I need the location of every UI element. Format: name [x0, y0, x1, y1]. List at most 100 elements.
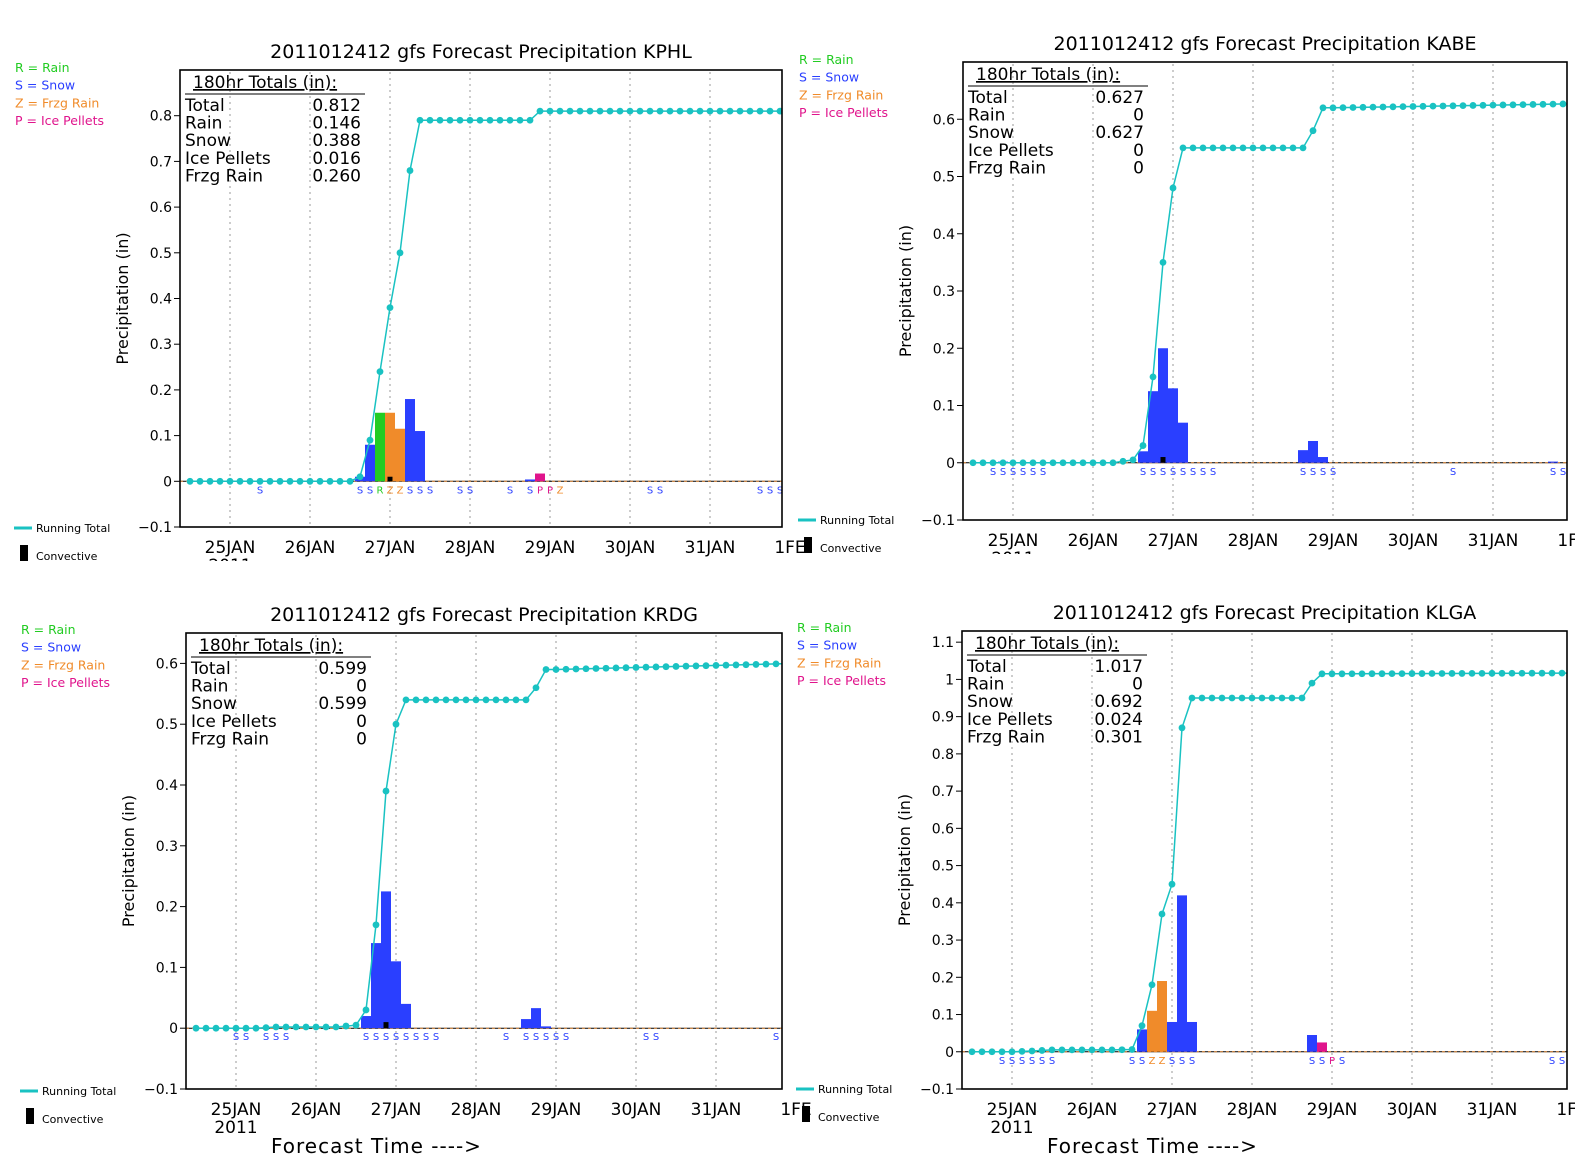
panel-2: 2011012412 gfs Forecast Precipitation KA… [798, 33, 1575, 555]
running-total-point [1219, 144, 1227, 152]
x-tick-label: 29JAN [525, 538, 576, 558]
chart-title: 2011012412 gfs Forecast Precipitation KA… [1053, 33, 1476, 55]
ptype-label: S [403, 1032, 409, 1043]
ptype-label: S [1450, 467, 1456, 478]
totals-box: 180hr Totals (in): Total 1.017 Rain 0 Snow 0.6… [966, 634, 1147, 747]
ptype-label: S [1210, 467, 1216, 478]
totals-row-value: 0.301 [1094, 727, 1143, 747]
running-total-point [446, 116, 454, 124]
ptype-legend: R = Rain S = Snow Z = Frzg Rain P = Ice Pel… [21, 622, 110, 690]
x-tick-label: 30JAN [611, 1100, 662, 1120]
totals-row-label: Rain [191, 677, 228, 697]
ptype-label: S [467, 485, 473, 496]
running-total-point [1089, 459, 1097, 467]
running-total-point [492, 696, 500, 704]
x-tick-label: 25JAN [205, 538, 256, 558]
running-total-point [1058, 1046, 1066, 1054]
x-tick-label: 30JAN [605, 538, 656, 558]
precip-bar [791, 1026, 801, 1028]
running-total-point [1519, 101, 1527, 109]
running-total-point [716, 107, 724, 115]
x-tick-label: 28JAN [451, 1100, 502, 1120]
x-tick-label: 27JAN [1147, 1100, 1198, 1120]
running-total-point [787, 108, 794, 115]
running-total-point [396, 249, 404, 257]
running-total-point [1358, 670, 1366, 678]
precip-bar [395, 428, 405, 482]
x-axis-label: Forecast Time ----> [271, 1134, 482, 1158]
running-total-point [1428, 670, 1436, 677]
running-total-point [1508, 669, 1516, 677]
totals-row-label: Snow [968, 123, 1014, 143]
running-total-point [1438, 670, 1446, 677]
ptype-label: S [1570, 467, 1575, 478]
running-total-point [1038, 1047, 1046, 1054]
running-total-point [1449, 102, 1457, 110]
precip-bar [1167, 1021, 1177, 1052]
running-total-line [972, 672, 1567, 1053]
y-axis-label: Precipitation (in) [113, 232, 132, 364]
running-total-point [1108, 1046, 1116, 1054]
ptype-legend-item: R = Rain [799, 52, 854, 67]
running-total-point [452, 696, 460, 704]
line-legend: Running Total Convective [20, 1085, 116, 1126]
running-total-point [1539, 100, 1547, 108]
ptype-label: S [1039, 1056, 1045, 1067]
precip-bar [521, 1019, 531, 1029]
precip-bar [531, 1008, 541, 1029]
y-tick-label: 1 [945, 672, 954, 688]
ptype-label: P [537, 485, 543, 496]
running-total-point [1279, 144, 1287, 152]
running-total-point [1179, 144, 1187, 152]
running-total-point [656, 107, 664, 115]
ptype-label: S [273, 1032, 279, 1043]
running-total-point [1378, 670, 1386, 678]
precip-bar [375, 412, 385, 482]
running-total-point [776, 107, 782, 115]
running-total-point [336, 477, 344, 485]
running-total-point [1309, 127, 1317, 135]
running-total-point [1398, 670, 1406, 678]
ptype-label: S [1189, 1056, 1195, 1067]
ptype-legend-item: R = Rain [15, 60, 70, 75]
precip-bar [1138, 451, 1148, 463]
running-total-point [1159, 258, 1167, 266]
ptype-label: S [1550, 467, 1556, 478]
ptype-label: S [553, 1032, 559, 1043]
ptype-label: Z [397, 485, 404, 496]
running-total-point [642, 663, 650, 671]
running-total-point [1148, 981, 1156, 989]
precip-bar [415, 431, 425, 482]
running-total-legend-label: Running Total [36, 522, 110, 535]
y-tick-label: 0.1 [932, 1008, 954, 1024]
ptype-legend-item: S = Snow [797, 638, 857, 653]
ptype-label: S [527, 485, 533, 496]
bars [968, 669, 1567, 1056]
totals-row-label: Total [184, 96, 225, 116]
running-total-point [1198, 694, 1206, 702]
ptype-legend-item: Z = Frzg Rain [15, 95, 99, 110]
running-total-point [636, 107, 644, 115]
running-total-point [726, 107, 734, 115]
precip-bar [1168, 388, 1178, 463]
running-total-point [476, 116, 484, 124]
running-total-point [1570, 100, 1575, 107]
running-total-point [1458, 670, 1466, 677]
ptype-legend-item: P = Ice Pellets [799, 105, 888, 120]
running-total-point [1468, 669, 1476, 677]
running-total-point [1119, 457, 1127, 465]
ptype-label: S [407, 485, 413, 496]
ptype-label: S [1029, 1056, 1035, 1067]
running-total-point [442, 696, 450, 704]
ptype-label: P [1329, 1056, 1335, 1067]
running-total-point [572, 665, 580, 673]
running-total-point [1319, 104, 1327, 112]
running-total-legend-label: Running Total [820, 514, 894, 527]
y-tick-label: 0.6 [933, 112, 955, 128]
ptype-legend: R = Rain S = Snow Z = Frzg Rain P = Ice Pel… [797, 620, 886, 688]
y-tick-label: 0.3 [150, 337, 172, 353]
running-total-point [416, 116, 424, 124]
totals-row-label: Frzg Rain [191, 729, 269, 749]
